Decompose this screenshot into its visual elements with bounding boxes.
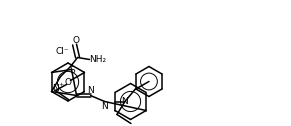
Text: N: N (122, 97, 128, 106)
Text: O: O (65, 78, 72, 87)
Text: N: N (52, 84, 59, 93)
Text: Cl⁻: Cl⁻ (55, 48, 69, 56)
Text: N: N (87, 86, 94, 95)
Text: NH₂: NH₂ (89, 55, 106, 64)
Text: S: S (70, 66, 75, 75)
Text: O: O (72, 36, 79, 45)
Text: N: N (101, 102, 108, 111)
Text: +: + (58, 82, 63, 87)
